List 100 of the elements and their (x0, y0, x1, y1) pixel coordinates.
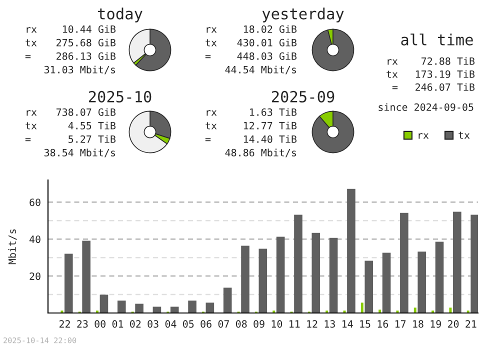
text: 31.03 Mbit/s (44, 66, 116, 74)
text: 738.07 GiB (56, 108, 116, 116)
chart-title: 2025-10 (88, 90, 152, 102)
text: 173.19 TiB (416, 70, 475, 78)
x-tick-label: 17 (395, 320, 406, 328)
bar (294, 214, 302, 313)
bar (258, 248, 268, 313)
text: tx (26, 39, 37, 46)
bar (82, 240, 90, 313)
text: 275.68 GiB (56, 38, 116, 46)
text: 38.54 Mbit/s (44, 148, 116, 158)
bar (382, 252, 391, 313)
x-tick-label: 07 (218, 320, 229, 328)
bar (188, 300, 196, 313)
x-tick-label: 23 (77, 320, 88, 328)
legend-label: rx (418, 133, 429, 139)
bar (135, 304, 144, 313)
bar (418, 252, 426, 313)
text: 286.13 GiB (56, 52, 116, 60)
x-tick-label: 00 (94, 320, 106, 328)
x-tick-label: 02 (130, 320, 141, 328)
text: = (25, 138, 31, 142)
chart-title: yesterday (262, 8, 344, 22)
x-tick-label: 10 (272, 320, 282, 328)
text: 430.01 GiB (237, 38, 297, 46)
text: 246.07 TiB (416, 83, 475, 91)
x-tick-label: 11 (290, 320, 300, 328)
x-tick-label: 18 (413, 320, 424, 328)
y-tick-label: 60 (30, 198, 40, 206)
x-tick-label: 06 (200, 320, 212, 328)
y-tick-label: 40 (30, 236, 40, 244)
text: 72.88 TiB (421, 57, 475, 65)
text: 12.77 TiB (244, 122, 297, 130)
x-tick-label: 09 (254, 320, 264, 328)
x-tick-label: 01 (112, 320, 124, 328)
bar (329, 238, 338, 313)
bar (453, 212, 462, 313)
text: = (205, 138, 211, 142)
text: rx (26, 27, 37, 33)
text: tx (26, 122, 37, 130)
x-tick-label: 16 (378, 320, 388, 328)
x-tick-label: 22 (60, 320, 70, 328)
text: = (205, 55, 211, 58)
chart-title: 2025-09 (272, 90, 334, 102)
text: 10.44 GiB (63, 25, 116, 33)
bar (64, 254, 73, 313)
bar (378, 310, 382, 313)
y-tick-label: 20 (30, 272, 40, 280)
bar (364, 260, 374, 313)
y-axis-title: Mbit/s (8, 229, 17, 264)
bar (206, 302, 214, 313)
text: tx (206, 39, 217, 46)
x-tick-label: 21 (466, 320, 476, 328)
bar (470, 214, 478, 313)
bar (170, 306, 179, 313)
chart-title: today (98, 8, 142, 22)
x-tick-label: 20 (448, 320, 459, 328)
x-tick-label: 13 (324, 320, 335, 328)
bar (152, 306, 162, 313)
bar (400, 212, 408, 313)
bar (414, 308, 416, 313)
text: = (392, 86, 398, 90)
text: tx (386, 70, 398, 78)
text: rx (206, 27, 217, 33)
text: 44.54 Mbit/s (225, 66, 296, 74)
bar (100, 294, 108, 313)
x-tick-label: 14 (342, 320, 353, 328)
text: rx (206, 110, 217, 116)
text: all time (401, 34, 473, 46)
bar (312, 232, 320, 313)
legend-label: tx (458, 132, 470, 139)
text: 48.86 Mbit/s (225, 148, 296, 158)
bar (241, 246, 250, 313)
bar (449, 308, 452, 313)
bar (347, 188, 356, 313)
x-tick-label: 19 (430, 320, 441, 328)
text: 4.55 TiB (68, 122, 116, 130)
text: 18.02 GiB (244, 25, 297, 33)
text: tx (206, 122, 217, 130)
x-tick-label: 15 (360, 320, 370, 328)
text: 1.63 TiB (250, 108, 297, 116)
bar (117, 300, 126, 313)
text: = (25, 55, 31, 58)
donut-slice (312, 28, 354, 72)
text: rx (26, 110, 37, 116)
bar (360, 302, 364, 313)
x-tick-label: 05 (183, 320, 194, 328)
bar (276, 236, 285, 313)
donut-slice (128, 110, 168, 154)
text: rx (388, 59, 398, 65)
x-tick-label: 03 (148, 320, 158, 328)
text: since 2024-09-05 (378, 103, 474, 111)
text: 448.03 GiB (237, 52, 297, 60)
bar (435, 242, 444, 313)
x-tick-label: 12 (307, 320, 318, 328)
bar (223, 288, 232, 313)
text: 5.27 TiB (68, 135, 116, 143)
donut-slice (312, 110, 354, 154)
text: 14.40 TiB (244, 135, 297, 143)
x-tick-label: 04 (165, 320, 176, 328)
